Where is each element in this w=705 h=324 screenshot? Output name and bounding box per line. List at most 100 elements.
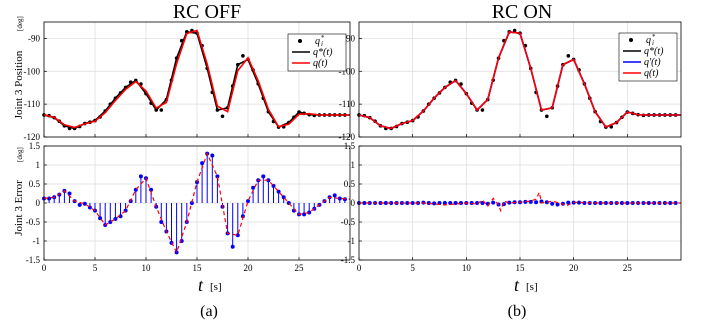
- stem-marker: [159, 220, 164, 224]
- stem-marker: [362, 201, 367, 205]
- stem-marker: [555, 202, 560, 207]
- data-point: [220, 114, 225, 119]
- stem-marker: [598, 201, 603, 205]
- ytick-label: 0.5: [29, 179, 41, 189]
- stem-marker: [189, 201, 194, 205]
- stem-marker: [82, 201, 87, 206]
- ylabel-top: Joint 3 Position [deg]: [13, 16, 25, 119]
- legend-label-sup: *: [321, 34, 325, 42]
- ytick-label: -110: [339, 99, 356, 109]
- stem-marker: [246, 199, 250, 204]
- stem-marker: [534, 200, 539, 205]
- ylabel-bottom: Joint 3 Error [deg]: [13, 147, 25, 236]
- xlabel-left-unit: [s]: [210, 281, 222, 293]
- ytick-label: -110: [24, 99, 41, 109]
- stem-marker: [174, 250, 179, 255]
- stem-marker: [235, 233, 240, 238]
- xtick-label: 20: [569, 263, 579, 273]
- legend-left: q *iq*(t)q(t): [287, 33, 347, 72]
- ylabel-top-text: Joint 3 Position: [13, 50, 25, 119]
- legend-label-sup: *: [652, 33, 656, 41]
- ytick-label: 1.5: [344, 141, 356, 151]
- stem-marker: [210, 153, 215, 158]
- ytick-label: -90: [343, 33, 355, 43]
- stem-marker: [491, 200, 496, 205]
- legend-label: q: [646, 35, 651, 46]
- legend-label: q(t): [644, 68, 659, 79]
- xtick-label: 10: [462, 263, 472, 273]
- stem-marker: [230, 244, 235, 249]
- ytick-label: -1: [33, 236, 41, 246]
- stem-marker: [577, 200, 582, 205]
- ytick-label: -1: [348, 236, 356, 246]
- stem-marker: [550, 201, 555, 206]
- stem-marker: [432, 201, 437, 206]
- stem-marker: [528, 199, 533, 204]
- stem-marker: [332, 193, 337, 198]
- stem-marker: [67, 191, 72, 196]
- stem-marker: [405, 201, 410, 205]
- data-point: [480, 108, 485, 112]
- panel-error-rc-off: -1.5 -1 -0.5 0 0.5 1 1.5 0 5 10 15 20 25: [26, 141, 351, 273]
- legend-label-sub: i: [321, 40, 323, 48]
- stem-marker: [668, 201, 673, 205]
- ytick-label: -1.5: [341, 255, 356, 265]
- legend-label: q*(t): [644, 46, 664, 57]
- stem-marker: [389, 201, 394, 205]
- data-point: [566, 54, 571, 58]
- stem-marker: [442, 201, 447, 205]
- ytick-label: -120: [24, 132, 41, 142]
- legend-label: q(t): [313, 58, 328, 69]
- plot-frame: [358, 145, 682, 261]
- title-right: RC ON: [492, 1, 553, 23]
- stem-marker: [453, 201, 458, 205]
- stem-marker: [138, 174, 143, 179]
- ytick-label: 0: [351, 198, 356, 208]
- legend-label: q: [315, 36, 320, 47]
- xtick-label: 5: [410, 263, 415, 273]
- stem-marker: [77, 202, 82, 207]
- stem-marker: [307, 210, 312, 215]
- series-line-q(t): [43, 29, 350, 129]
- legend-label-sub: i: [652, 39, 654, 47]
- ytick-label: 0.5: [344, 179, 356, 189]
- xtick-label: 15: [193, 263, 203, 273]
- ytick-label: -90: [28, 33, 40, 43]
- ytick-label: -100: [339, 66, 356, 76]
- legend-marker-dot: [298, 39, 302, 43]
- ytick-label: 1: [36, 160, 41, 170]
- stem-marker: [646, 201, 651, 205]
- xtick-label: 5: [93, 263, 98, 273]
- xtick-label: 15: [516, 263, 526, 273]
- ytick-label: -100: [24, 66, 41, 76]
- xlabel-right-symbol: t: [514, 275, 520, 295]
- ylabel-top-unit: [deg]: [16, 16, 24, 31]
- stem-marker: [625, 201, 630, 205]
- data-point: [512, 28, 517, 33]
- stem-marker: [523, 199, 528, 204]
- caption-left: (a): [200, 303, 218, 320]
- stem-marker: [215, 174, 220, 179]
- data-point: [241, 54, 245, 58]
- data-point: [545, 114, 549, 119]
- stem-marker: [507, 200, 512, 205]
- xtick-label: 0: [357, 263, 362, 273]
- plot-frame: [358, 21, 682, 138]
- ytick-label: -0.5: [341, 217, 356, 227]
- xtick-label: 0: [42, 263, 47, 273]
- xtick-label: 25: [295, 263, 305, 273]
- stem-marker: [261, 174, 266, 179]
- xtick-label: 25: [623, 263, 633, 273]
- plot-frame: [43, 145, 351, 261]
- legend-label: q*(t): [313, 47, 333, 58]
- stem-marker: [149, 187, 154, 192]
- stem-marker: [673, 201, 678, 205]
- ytick-label: -1.5: [26, 255, 41, 265]
- stem-marker: [251, 185, 256, 190]
- data-point: [159, 108, 164, 112]
- stem-marker: [544, 200, 549, 205]
- stem-marker: [619, 201, 624, 205]
- stem-marker: [200, 161, 205, 166]
- ylabel-bottom-unit: [deg]: [16, 147, 24, 162]
